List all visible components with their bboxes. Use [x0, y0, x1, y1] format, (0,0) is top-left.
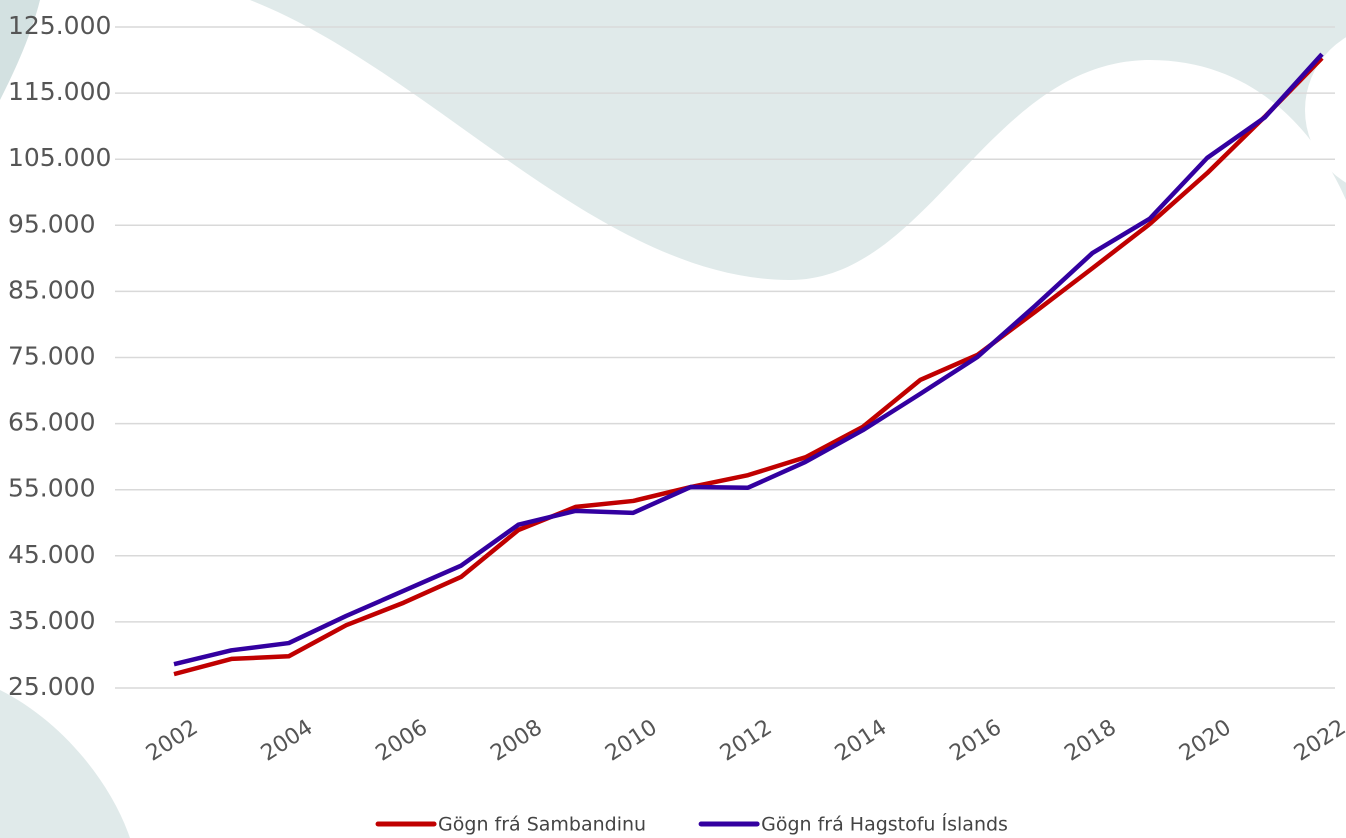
y-tick-label: 25.000: [8, 672, 95, 701]
legend-item: Gögn frá Hagstofu Íslands: [701, 813, 1008, 836]
x-tick-label: 2002: [142, 715, 203, 766]
y-tick-label: 95.000: [8, 209, 95, 238]
legend: Gögn frá Sambandinu Gögn frá Hagstofu Ísl…: [378, 813, 1008, 836]
legend-label: Gögn frá Sambandinu: [438, 814, 646, 836]
y-tick-label: 85.000: [8, 275, 95, 304]
background: [0, 0, 1346, 838]
x-tick-label: 2022: [1290, 715, 1346, 766]
x-tick-label: 2018: [1060, 715, 1121, 766]
x-tick-label: 2010: [601, 715, 662, 766]
x-tick-label: 2016: [946, 715, 1007, 766]
y-tick-label: 105.000: [8, 143, 111, 172]
x-tick-label: 2006: [372, 715, 433, 766]
y-tick-label: 55.000: [8, 474, 95, 503]
y-tick-label: 75.000: [8, 342, 95, 371]
legend-item: Gögn frá Sambandinu: [378, 814, 646, 836]
x-tick-label: 2014: [831, 715, 892, 766]
x-tick-label: 2012: [716, 715, 777, 766]
background-wave: [0, 0, 1346, 280]
x-tick-label: 2008: [486, 715, 547, 766]
background-blob: [0, 690, 130, 838]
x-tick-label: 2020: [1175, 715, 1236, 766]
legend-label: Gögn frá Hagstofu Íslands: [761, 813, 1008, 836]
y-tick-label: 45.000: [8, 540, 95, 569]
x-tick-label: 2004: [257, 715, 318, 766]
chart: 25.000 35.000 45.000 55.000 65.000 75.000 85.0…: [0, 0, 1346, 838]
y-tick-label: 35.000: [8, 606, 95, 635]
y-tick-label: 115.000: [8, 77, 111, 106]
y-tick-label: 125.000: [8, 11, 111, 40]
y-tick-label: 65.000: [8, 408, 95, 437]
